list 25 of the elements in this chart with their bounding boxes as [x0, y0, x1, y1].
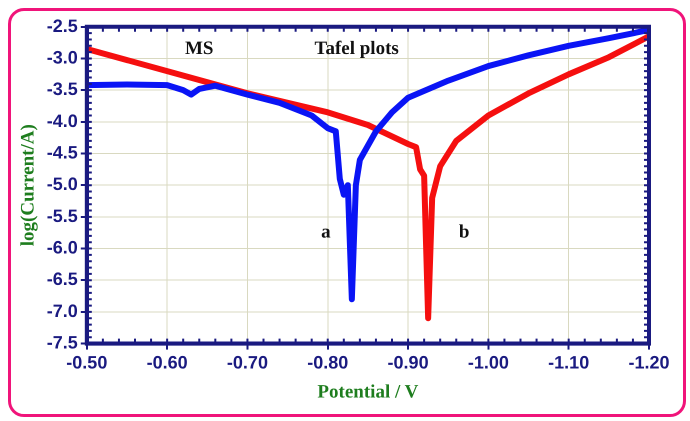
x-tick-label: -0.50 — [66, 352, 108, 372]
series-label: b — [458, 222, 470, 243]
annotation: MS — [185, 38, 214, 59]
y-tick-label: -3.5 — [46, 79, 78, 100]
x-tick-label: -1.10 — [548, 352, 590, 372]
y-tick-label: -4.0 — [46, 110, 78, 131]
x-tick-label: -0.80 — [307, 352, 348, 372]
y-axis-title: log(Current/A) — [17, 124, 38, 246]
annotation: Tafel plots — [314, 38, 399, 59]
y-tick-label: -3.0 — [46, 47, 78, 68]
x-tick-label: -1.00 — [468, 352, 509, 372]
y-tick-label: -6.5 — [46, 269, 78, 290]
x-tick-label: -0.70 — [226, 352, 268, 372]
y-tick-label: -2.5 — [46, 16, 78, 36]
y-tick-label: -5.0 — [46, 174, 78, 194]
x-tick-label: -0.60 — [146, 352, 188, 372]
y-tick-label: -4.5 — [46, 142, 78, 162]
y-tick-label: -5.5 — [46, 206, 78, 226]
y-tick-label: -7.5 — [46, 332, 78, 353]
y-tick-label: -6.0 — [46, 238, 78, 258]
x-tick-label: -0.90 — [388, 352, 429, 372]
series-label: a — [321, 222, 332, 243]
x-axis-title: Potential / V — [317, 382, 419, 403]
y-tick-label: -7.0 — [46, 300, 78, 321]
x-tick-label: -1.20 — [628, 352, 670, 372]
